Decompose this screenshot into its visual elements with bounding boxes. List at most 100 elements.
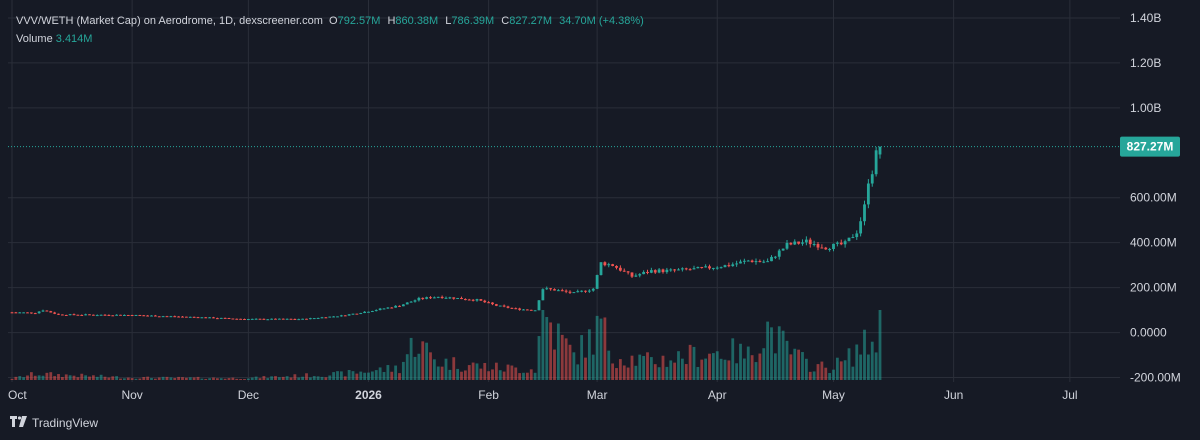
candle-body xyxy=(432,297,436,299)
volume-bar xyxy=(367,372,370,380)
candle-body xyxy=(57,313,60,315)
volume-bar xyxy=(324,377,328,380)
candle-body xyxy=(173,316,177,318)
volume-bar xyxy=(398,373,401,380)
x-tick-label: Nov xyxy=(121,388,142,402)
candle-body xyxy=(130,315,134,317)
volume-bar xyxy=(440,366,444,380)
candle-body xyxy=(84,314,88,316)
volume-bar xyxy=(153,378,157,380)
candle-body xyxy=(522,309,525,311)
candle-body xyxy=(851,237,855,239)
candle-body xyxy=(49,311,53,313)
candle-body xyxy=(336,316,339,318)
volume-bar xyxy=(339,371,343,380)
candle-body xyxy=(696,266,700,269)
candle-body xyxy=(359,313,363,315)
candle-body xyxy=(254,318,258,320)
volume-bar xyxy=(363,372,367,380)
tradingview-footer[interactable]: TradingView xyxy=(10,416,98,430)
candle-body xyxy=(615,265,618,268)
volume-bar xyxy=(68,375,72,380)
volume-bar xyxy=(432,359,436,380)
volume-bar xyxy=(200,378,204,380)
x-tick-label: May xyxy=(822,388,845,402)
candle-body xyxy=(591,288,595,291)
volume-bar xyxy=(231,377,235,380)
candle-body xyxy=(467,299,471,301)
volume-bar xyxy=(142,377,146,380)
candle-body xyxy=(808,239,812,245)
candle-body xyxy=(126,314,130,316)
candle-body xyxy=(134,314,138,316)
candle-body xyxy=(386,307,390,309)
candle-body xyxy=(618,267,622,271)
candle-body xyxy=(374,310,378,312)
volume-bar xyxy=(700,359,704,380)
candle-body xyxy=(270,318,274,320)
candle-body xyxy=(603,262,607,266)
candle-body xyxy=(630,272,634,277)
ohlc-legend: VVV/WETH (Market Cap) on Aerodrome, 1D, … xyxy=(16,15,648,27)
candle-body xyxy=(878,146,882,155)
candle-body xyxy=(188,316,192,318)
candle-body xyxy=(64,315,68,317)
volume-bar xyxy=(580,335,584,380)
candle-body xyxy=(382,308,386,310)
candle-body xyxy=(204,317,208,319)
volume-bar xyxy=(150,378,153,380)
volume-bar xyxy=(750,355,754,380)
candle-body xyxy=(91,314,95,316)
candle-body xyxy=(673,269,677,271)
candle-body xyxy=(584,290,587,292)
candle-body xyxy=(510,307,514,309)
y-tick-label: 400.00M xyxy=(1130,236,1177,250)
volume-bar xyxy=(766,321,770,380)
candle-body xyxy=(529,309,533,311)
candle-body xyxy=(739,261,742,264)
volume-bar xyxy=(239,379,243,380)
volume-bar xyxy=(832,369,835,380)
candle-body xyxy=(440,296,444,299)
candle-body xyxy=(700,266,704,268)
candle-body xyxy=(754,261,758,263)
volume-bar xyxy=(378,367,382,380)
x-tick-label: Jun xyxy=(944,388,963,402)
y-tick-label: 1.00B xyxy=(1130,101,1161,115)
volume-bar xyxy=(212,377,215,380)
candle-body xyxy=(708,266,711,269)
last-price-badge: 827.27M xyxy=(1120,136,1180,157)
candle-body xyxy=(266,319,270,321)
y-tick-label: -200.00M xyxy=(1130,371,1181,385)
candle-body xyxy=(153,315,157,317)
volume-bar xyxy=(254,376,258,380)
volume-bar xyxy=(475,363,479,380)
candle-body xyxy=(785,242,789,249)
candle-body xyxy=(390,307,394,309)
candle-body xyxy=(192,316,196,318)
candle-body xyxy=(568,291,572,293)
candle-body xyxy=(398,305,401,307)
volume-bar xyxy=(525,372,529,380)
x-tick-label: Jul xyxy=(1062,388,1077,402)
volume-bar xyxy=(421,341,425,380)
volume-bar xyxy=(243,379,246,380)
candle-body xyxy=(452,297,456,299)
candle-body xyxy=(436,296,440,298)
candle-body xyxy=(731,264,735,267)
volume-bar xyxy=(370,371,374,380)
candle-body xyxy=(541,289,545,301)
candle-body xyxy=(611,264,615,266)
candle-body xyxy=(634,275,638,277)
candle-body xyxy=(99,314,103,316)
candle-body xyxy=(537,300,541,311)
volume-bar xyxy=(572,352,576,380)
candle-body xyxy=(711,267,715,269)
volume-bar xyxy=(99,374,103,380)
volume-bar xyxy=(498,370,502,380)
volume-bar xyxy=(603,317,607,380)
volume-bar xyxy=(436,366,440,380)
volume-bar xyxy=(773,353,777,380)
volume-bar xyxy=(863,329,866,380)
